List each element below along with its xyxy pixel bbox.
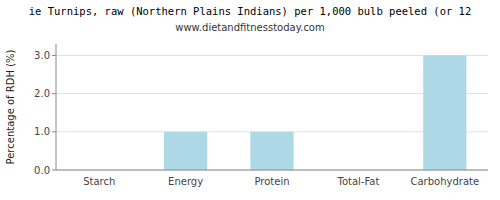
x-tick-label: Energy [168, 176, 203, 187]
bar [250, 132, 293, 170]
bar [164, 132, 207, 170]
y-tick [52, 131, 56, 132]
chart-container: ie Turnips, raw (Northern Plains Indians… [0, 0, 500, 200]
subtitle: www.dietandfitnesstoday.com [175, 22, 324, 33]
y-tick-label: 0.0 [34, 165, 50, 176]
x-tick-label: Total-Fat [336, 176, 379, 187]
y-axis-label: Percentage of RDH (%) [5, 49, 16, 164]
x-tick-label: Starch [83, 176, 115, 187]
x-axis-line [56, 170, 488, 171]
y-tick [52, 93, 56, 94]
y-axis-line [56, 44, 57, 170]
y-tick-label: 1.0 [34, 126, 50, 137]
y-tick [52, 170, 56, 171]
title: ie Turnips, raw (Northern Plains Indians… [29, 5, 472, 17]
x-tick-label: Protein [254, 176, 289, 187]
y-tick [52, 55, 56, 56]
x-tick-label: Carbohydrate [410, 176, 479, 187]
y-tick-label: 2.0 [34, 88, 50, 99]
grid [56, 55, 488, 170]
chart: ie Turnips, raw (Northern Plains Indians… [0, 0, 500, 200]
bars [164, 55, 466, 170]
grid-line [56, 170, 488, 171]
bar [423, 55, 466, 170]
y-tick-label: 3.0 [34, 50, 50, 61]
